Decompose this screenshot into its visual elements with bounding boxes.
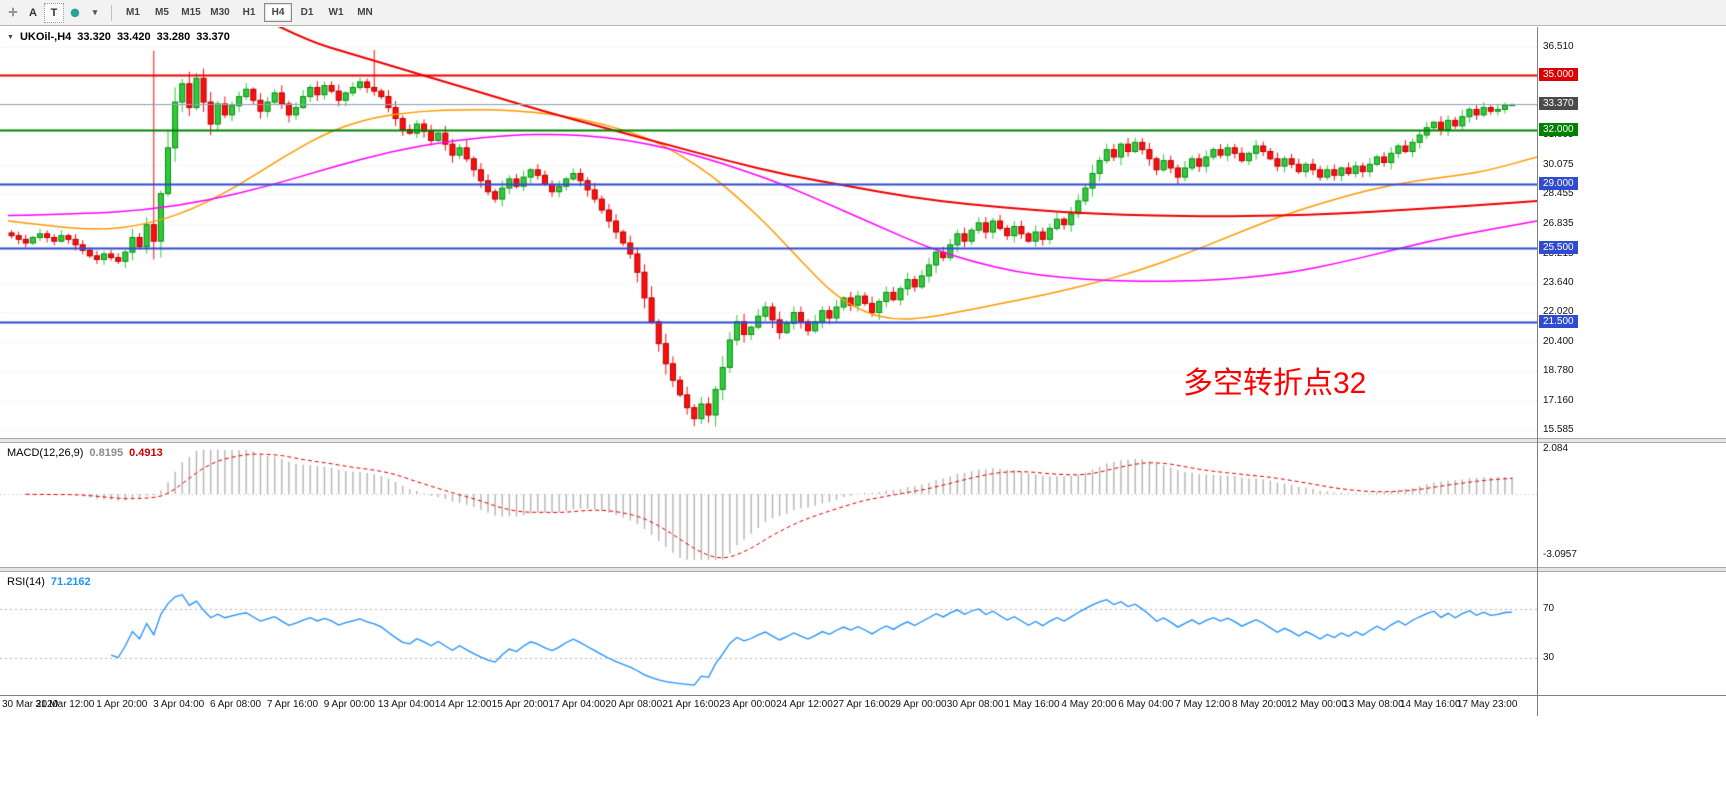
timeframe-d1[interactable]: D1 [300,7,314,18]
timeframe-m30[interactable]: M30 [210,7,230,18]
price-grid-label: 17.160 [1543,395,1574,407]
time-label: 15 Apr 20:00 [491,699,549,710]
chart-title: ▼ UKOil-,H4 33.320 33.420 33.280 33.370 [7,31,230,43]
price-grid-label: 23.640 [1543,276,1574,288]
time-axis[interactable]: 30 Mar 2020 31 Mar 12:00 1 Apr 20:00 3 Apr … [0,699,1537,716]
time-axis-separator [0,695,1726,696]
time-label: 24 Apr 12:00 [776,699,833,710]
macd-panel-canvas[interactable] [0,443,1537,567]
top-toolbar: ✛ A T ⬤ ▾ M1 M5 M15 M30 H1 H4 D1 W1 MN [0,0,1726,26]
macd-label: MACD(12,26,9) 0.8195 0.4913 [7,447,163,459]
time-label: 31 Mar 12:00 [35,699,95,710]
panel-divider[interactable] [0,438,1726,443]
price-grid-label: 30.075 [1543,158,1574,170]
price-grid-label: 28.455 [1543,188,1574,200]
price-badge-21.500: 21.500 [1539,314,1578,328]
time-label: 3 Apr 04:00 [153,699,205,710]
macd-name: MACD(12,26,9) [7,447,84,459]
price-badge-29.000: 29.000 [1539,177,1578,191]
time-label: 27 Apr 16:00 [832,699,890,710]
price-grid-label: 26.835 [1543,218,1574,230]
price-badge-32.000: 32.000 [1539,122,1578,136]
time-label: 23 Apr 00:00 [719,699,776,710]
timeframe-mn[interactable]: MN [357,7,373,18]
time-label: 1 Apr 20:00 [96,699,148,710]
time-label: 4 May 20:00 [1061,699,1117,710]
price-grid-label: 18.780 [1543,365,1574,377]
timeframe-w1[interactable]: W1 [328,7,344,18]
ohlc-high: 33.420 [116,31,151,43]
ohlc-low: 33.280 [156,31,191,43]
time-label: 9 Apr 00:00 [323,699,375,710]
time-label: 17 Apr 04:00 [548,699,606,710]
timeframe-toolbar: M1 M5 M15 M30 H1 H4 D1 W1 MN [119,3,379,22]
rsi-value: 71.2162 [50,576,91,588]
macd-scale-label: -3.0957 [1543,549,1577,560]
rsi-level-label: 70 [1543,602,1555,614]
ohlc-close: 33.370 [196,31,230,43]
time-label: 30 Apr 08:00 [946,699,1004,710]
time-label: 20 Apr 08:00 [605,699,663,710]
timeframe-m1[interactable]: M1 [126,7,140,18]
shapes-dropdown-icon: ▾ [92,7,98,17]
price-grid-label: 20.400 [1543,335,1574,347]
price-grid-label: 36.510 [1543,41,1574,52]
toolbar-tools: ✛ A T ⬤ ▾ [4,2,104,23]
time-label: 29 Apr 00:00 [889,699,947,710]
chart-annotation-text: 多空转折点32 [1183,367,1367,400]
price-axis[interactable]: 36.51031.69530.07528.45526.83525.21523.6… [1537,27,1726,716]
rsi-panel-canvas[interactable] [0,572,1537,695]
time-label: 30 Mar 2020 [2,699,59,710]
timeframe-m5[interactable]: M5 [155,7,169,18]
price-grid-label: 22.020 [1543,306,1574,318]
price-badge-33.370: 33.370 [1539,97,1578,111]
time-label: 14 May 16:00 [1399,699,1461,710]
chart-dropdown-icon[interactable]: ▼ [7,33,14,41]
time-label: 6 Apr 08:00 [209,699,262,710]
text-frame-tool[interactable]: T [44,2,64,23]
time-label: 7 May 12:00 [1175,699,1231,710]
time-label: 7 Apr 16:00 [266,699,319,710]
ohlc-open: 33.320 [77,31,111,43]
time-label: 1 May 16:00 [1004,699,1060,710]
timeframe-h4[interactable]: H4 [264,3,292,22]
time-label: 13 May 08:00 [1343,699,1404,710]
time-label: 17 May 23:00 [1456,699,1518,710]
shapes-tool[interactable]: ⬤ [70,8,80,17]
time-label: 8 May 20:00 [1232,699,1288,710]
price-grid-label: 15.585 [1543,423,1574,435]
timeframe-h1[interactable]: H1 [242,7,256,18]
time-label: 6 May 04:00 [1118,699,1174,710]
rsi-name: RSI(14) [7,576,45,588]
macd-value: 0.8195 [89,447,124,459]
time-label: 13 Apr 04:00 [377,699,435,710]
text-annotation-tool[interactable]: A [29,6,37,19]
price-badge-25.500: 25.500 [1539,241,1578,255]
macd-signal-value: 0.4913 [129,447,163,459]
chart-symbol-period: UKOil-,H4 [19,31,72,43]
rsi-level-label: 30 [1543,652,1555,664]
cursor-tool-icon: ✛ [8,7,18,19]
time-label: 21 Apr 16:00 [662,699,720,710]
panel-divider[interactable] [0,567,1726,572]
price-badge-35.000: 35.000 [1539,67,1578,81]
price-chart-canvas[interactable] [0,27,1537,438]
time-label: 12 May 00:00 [1286,699,1347,710]
macd-scale-label: 2.084 [1543,443,1569,454]
timeframe-m15[interactable]: M15 [181,7,201,18]
rsi-label: RSI(14) 71.2162 [7,576,91,588]
toolbar-separator [111,4,112,21]
time-label: 14 Apr 12:00 [434,699,492,710]
